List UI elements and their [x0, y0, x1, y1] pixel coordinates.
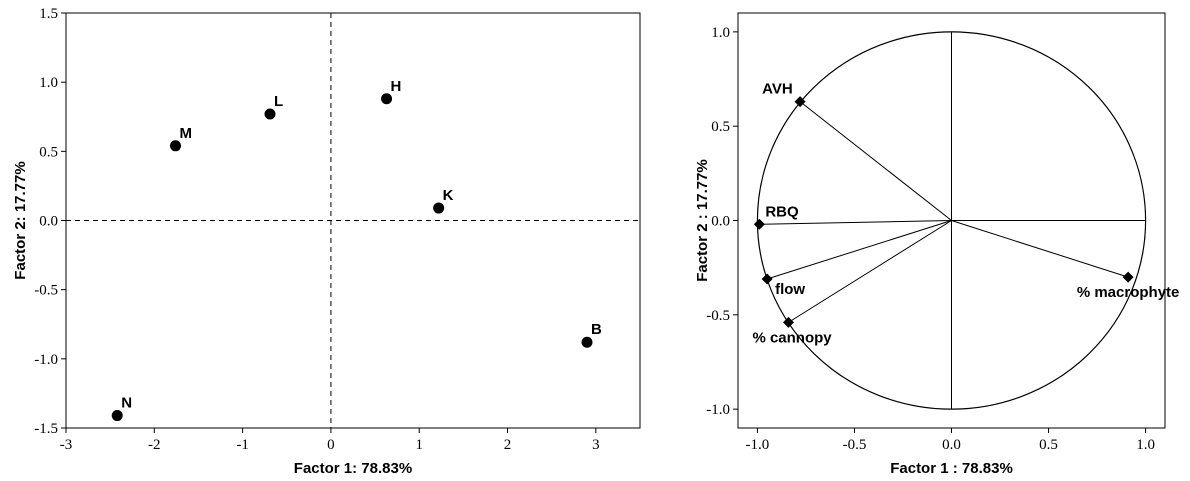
x-axis-label: Factor 1: 78.83%	[294, 460, 412, 477]
data-point	[111, 410, 123, 422]
x-tick-label: 0	[327, 437, 335, 453]
y-axis-label: Factor 2: 17.77%	[12, 161, 29, 279]
loading-vector	[766, 220, 952, 280]
x-axis-label: Factor 1 : 78.83%	[890, 460, 1013, 477]
vector-endpoint-marker	[782, 316, 794, 328]
vector-label: % macrophyte	[1077, 284, 1180, 301]
loading-circle-plot: -1.0 -0.5 0.0 0.5 1.0 1.0 0.5 0.0 -0.5 -1.0 Factor…	[694, 12, 1180, 477]
y-tick-label: -1.0	[34, 352, 58, 368]
x-tick-label: -1.0	[746, 437, 770, 453]
data-point	[264, 108, 276, 120]
vector-endpoint-marker	[794, 96, 806, 108]
x-tick-label: 0.0	[942, 437, 961, 453]
x-tick-label: 3	[592, 437, 600, 453]
x-tick-label: 1	[415, 437, 423, 453]
loading-vector	[951, 220, 1129, 278]
point-label: N	[121, 395, 132, 412]
y-tick-label: 1.0	[39, 75, 58, 91]
score-plot: -3 -2 -1 0 1 2 3 1.5 1.0 0.5 0.0 -0.5 -1.0 -1.5 Factor…	[12, 6, 641, 477]
point-label: B	[591, 321, 602, 338]
y-tick-label: -1.5	[34, 421, 58, 437]
y-tick-label: -0.5	[706, 308, 730, 324]
y-axis-label: Factor 2 : 17.77%	[694, 159, 711, 282]
vector-label: RBQ	[765, 203, 799, 220]
vector-label: flow	[775, 281, 805, 298]
x-tick-label: -2	[148, 437, 161, 453]
data-point	[433, 202, 445, 214]
point-label: K	[443, 187, 454, 204]
vector-endpoint-marker	[753, 218, 765, 230]
y-tick-label: -1.0	[706, 402, 730, 418]
x-tick-label: -0.5	[843, 437, 867, 453]
x-tick-label: -1	[236, 437, 249, 453]
data-point	[381, 93, 393, 105]
y-tick-label: 1.0	[711, 25, 730, 41]
vector-label: % cannopy	[752, 329, 832, 346]
loading-vector	[788, 220, 952, 323]
vector-endpoint-marker	[761, 273, 773, 285]
x-tick-label: 1.0	[1136, 437, 1155, 453]
point-label: H	[391, 78, 402, 95]
point-label: L	[274, 93, 283, 110]
point-label: M	[180, 125, 193, 142]
x-tick-label: 0.5	[1039, 437, 1058, 453]
y-tick-label: 1.5	[39, 6, 58, 22]
vector-label: AVH	[762, 81, 793, 98]
x-tick-label: 2	[504, 437, 512, 453]
y-tick-label: 0.0	[711, 214, 730, 230]
y-tick-label: 0.5	[711, 119, 730, 135]
loading-vector	[759, 220, 952, 225]
loading-vector	[799, 101, 952, 221]
y-tick-label: 0.5	[39, 144, 58, 160]
x-tick-label: -3	[60, 437, 73, 453]
y-tick-label: 0.0	[39, 214, 58, 230]
data-point	[170, 140, 182, 152]
y-tick-label: -0.5	[34, 283, 58, 299]
data-point	[581, 336, 593, 348]
vector-endpoint-marker	[1122, 271, 1134, 283]
